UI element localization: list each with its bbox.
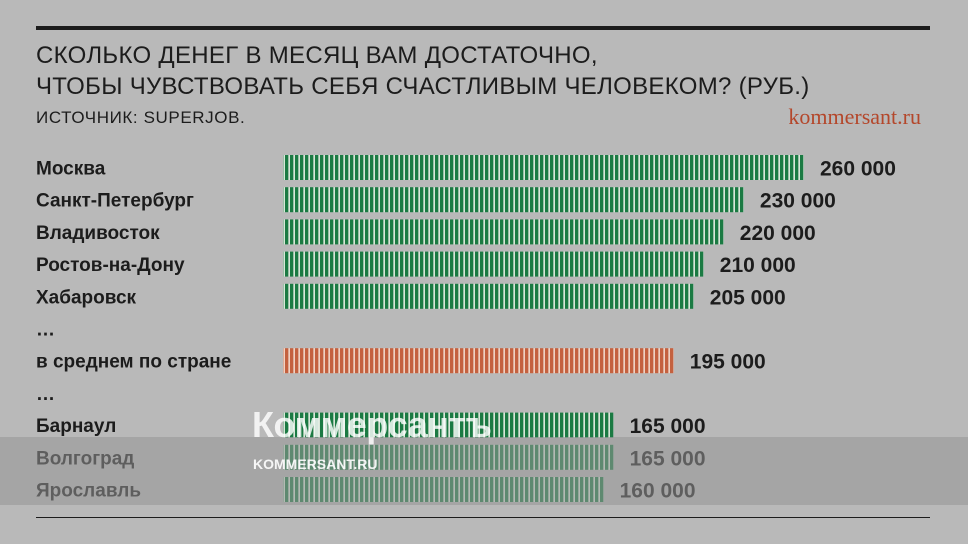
watermark-band: [0, 437, 968, 505]
top-rule: [36, 26, 930, 30]
gap-ellipsis: …: [36, 320, 55, 341]
value-label: 220 000: [740, 222, 816, 245]
city-bar: [283, 187, 744, 213]
bottom-rule: [36, 517, 930, 518]
row-label: Владивосток: [36, 223, 160, 244]
city-bar: [283, 219, 724, 245]
value-label: 230 000: [760, 190, 836, 213]
value-label: 165 000: [630, 415, 706, 438]
site-link[interactable]: kommersant.ru: [788, 104, 921, 129]
watermark-logo: Коммерсантъ: [252, 404, 492, 445]
source-note: ИСТОЧНИК: SUPERJOB.: [36, 108, 246, 127]
city-bar: [283, 251, 704, 277]
average-bar: [283, 348, 674, 374]
chart-title: Сколько денег в месяц вам достаточно, чт…: [36, 40, 930, 102]
value-label: 205 000: [710, 286, 786, 309]
row-label: Москва: [36, 159, 106, 180]
row-label: Барнаул: [36, 416, 116, 437]
city-bar: [283, 155, 804, 180]
chart-title-line-2: чтобы чувствовать себя счастливым челове…: [36, 73, 810, 100]
city-bar: [283, 412, 614, 438]
row-label: Хабаровск: [36, 287, 137, 308]
row-label: Ростов-на-Дону: [36, 255, 185, 276]
gap-ellipsis: …: [36, 384, 55, 405]
row-label: в среднем по стране: [36, 352, 231, 373]
row-label: Санкт-Петербург: [36, 191, 194, 212]
city-bar: [283, 283, 694, 309]
watermark-url: KOMMERSANT.RU: [253, 456, 378, 472]
value-label: 195 000: [690, 351, 766, 374]
value-label: 260 000: [820, 158, 896, 181]
value-label: 210 000: [720, 254, 796, 277]
chart-title-line-1: Сколько денег в месяц вам достаточно,: [36, 42, 598, 69]
